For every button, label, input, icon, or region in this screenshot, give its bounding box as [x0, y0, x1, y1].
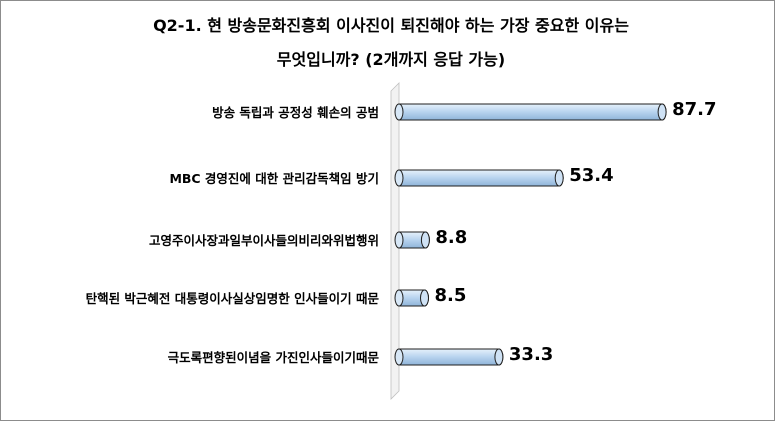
bar-1 [394, 103, 667, 121]
category-label-5: 극도록편향된이념을 가진인사들이기때문 [167, 350, 379, 365]
value-label-3: 8.8 [435, 227, 468, 248]
value-label-2: 53.4 [569, 165, 614, 186]
bar-4 [394, 289, 429, 307]
chart-title: Q2-1. 현 방송문화진흥회 이사진이 퇴진해야 하는 가장 중요한 이유는 … [61, 9, 721, 77]
bars-svg [390, 82, 667, 400]
category-label-4: 탄핵된 박근혜전 대통령이사실상임명한 인사들이기 때문 [85, 291, 379, 306]
value-label-4: 8.5 [434, 285, 467, 306]
chart-title-line-2: 무엇입니까? (2개까지 응답 가능) [276, 50, 506, 69]
bar-2 [394, 169, 564, 187]
plot-area [390, 79, 766, 404]
bar-5 [394, 348, 504, 366]
category-label-3: 고영주이사장과일부이사들의비리와위법행위 [148, 233, 379, 248]
chart-title-line-1: Q2-1. 현 방송문화진흥회 이사진이 퇴진해야 하는 가장 중요한 이유는 [153, 16, 629, 35]
value-label-5: 33.3 [508, 344, 554, 365]
category-label-1: 방송 독립과 공정성 훼손의 공범 [212, 105, 379, 120]
value-label-1: 87.7 [672, 99, 717, 120]
bar-3 [394, 231, 430, 249]
category-label-2: MBC 경영진에 대한 관리감독책임 방기 [169, 171, 379, 186]
